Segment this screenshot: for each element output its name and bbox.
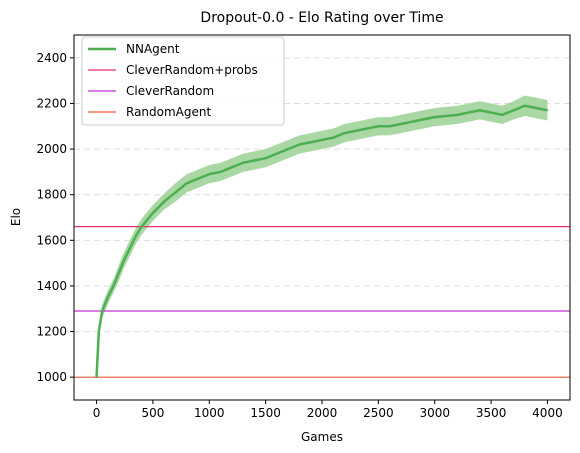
y-tick-label: 1800: [36, 188, 67, 202]
nnagent-point: [445, 115, 447, 117]
nnagent-point: [501, 114, 503, 116]
nnagent-point: [355, 130, 357, 132]
nnagent-point: [174, 191, 177, 194]
nnagent-point: [98, 330, 100, 333]
x-tick-label: 1000: [194, 406, 225, 420]
nnagent-point: [163, 200, 165, 203]
nnagent-point: [343, 132, 346, 134]
nnagent-point: [287, 148, 289, 150]
nnagent-point: [422, 118, 425, 121]
nnagent-point: [332, 137, 334, 139]
x-axis: 0 500 1000 1500 2000 2500 3000 3500 4000: [93, 400, 563, 420]
nnagent-point: [298, 143, 301, 146]
nnagent-point: [141, 226, 143, 228]
legend-label: NNAgent: [126, 42, 180, 56]
nnagent-point: [276, 153, 278, 155]
nnagent-point: [456, 114, 458, 116]
x-tick-label: 0: [93, 406, 101, 420]
x-tick-label: 1500: [250, 406, 281, 420]
nnagent-point: [146, 219, 148, 221]
nnagent-point: [366, 127, 368, 130]
x-tick-label: 4000: [532, 406, 563, 420]
nnagent-point: [490, 111, 492, 114]
nnagent-point: [101, 310, 103, 312]
y-tick-label: 1600: [36, 233, 67, 247]
legend-label: CleverRandom+probs: [126, 63, 258, 77]
nnagent-point: [546, 109, 549, 111]
legend-label: CleverRandom: [126, 84, 214, 98]
nnagent-point: [118, 271, 120, 273]
nnagent-point: [197, 178, 199, 180]
nnagent-point: [400, 123, 402, 125]
nnagent-point: [434, 116, 436, 118]
x-tick-label: 3500: [476, 406, 507, 420]
nnagent-point: [242, 162, 244, 164]
x-tick-label: 2500: [363, 406, 394, 420]
chart-title: Dropout-0.0 - Elo Rating over Time: [200, 10, 443, 26]
y-tick-label: 2400: [36, 51, 67, 65]
nnagent-point: [186, 182, 188, 184]
x-tick-label: 500: [141, 406, 164, 420]
legend-label: RandomAgent: [126, 105, 211, 119]
x-axis-label: Games: [301, 430, 343, 444]
nnagent-point: [152, 212, 154, 214]
nnagent-point: [124, 257, 126, 260]
nnagent-point: [231, 166, 233, 168]
nnagent-point: [208, 173, 210, 175]
nnagent-point: [129, 246, 131, 248]
y-tick-label: 1000: [36, 370, 67, 384]
y-tick-label: 2000: [36, 142, 67, 156]
nnagent-point: [524, 105, 526, 107]
nnagent-point: [479, 109, 481, 111]
nnagent-point: [219, 171, 222, 173]
nnagent-point: [112, 285, 115, 287]
y-axis-label: Elo: [9, 208, 23, 226]
nnagent-point: [321, 139, 323, 141]
y-tick-label: 2200: [36, 96, 67, 110]
x-tick-label: 3000: [419, 406, 450, 420]
legend-box: [81, 36, 285, 126]
nnagent-point: [467, 111, 470, 114]
nnagent-point: [265, 157, 267, 159]
nnagent-point: [389, 125, 391, 127]
nnagent-confidence-band: [96, 95, 548, 378]
legend: NNAgent CleverRandom+probs CleverRandom Ran…: [81, 36, 285, 126]
legend-items: NNAgent CleverRandom+probs CleverRandom Ran…: [88, 42, 258, 119]
nnagent-band-group: [96, 95, 548, 378]
nnagent-point: [107, 296, 109, 298]
nnagent-point: [310, 141, 312, 143]
nnagent-point: [513, 109, 515, 111]
y-axis: 1000 1200 1400 1600 1800 2000 2200 2400: [36, 51, 74, 384]
x-tick-label: 2000: [307, 406, 338, 420]
nnagent-point: [95, 376, 98, 378]
nnagent-point: [377, 125, 379, 127]
nnagent-point: [535, 107, 537, 109]
nnagent-point: [253, 159, 255, 162]
nnagent-point: [135, 235, 137, 237]
series-group: [74, 104, 570, 378]
y-tick-label: 1400: [36, 279, 67, 293]
y-tick-label: 1200: [36, 325, 67, 339]
nnagent-point: [411, 121, 413, 123]
